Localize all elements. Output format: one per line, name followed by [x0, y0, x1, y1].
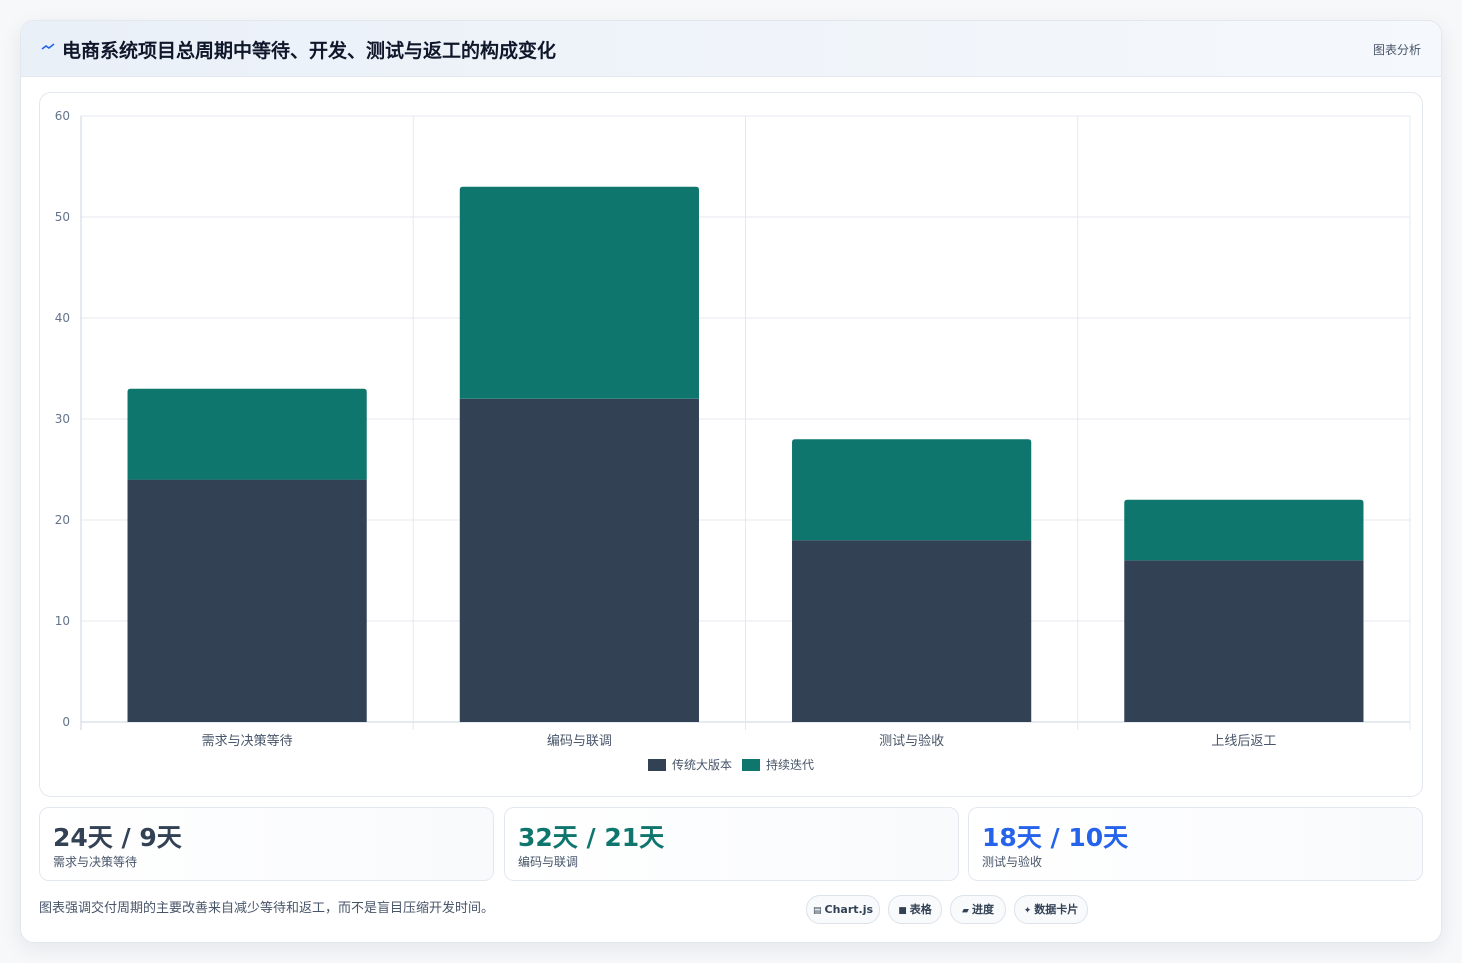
stat-card-waiting: 24天 / 9天 需求与决策等待: [39, 807, 494, 881]
chip-label: 数据卡片: [1034, 903, 1079, 916]
card-header: 电商系统项目总周期中等待、开发、测试与返工的构成变化 图表分析: [21, 21, 1441, 77]
bar-iterative: [1124, 499, 1364, 561]
bar-traditional: [792, 540, 1032, 722]
stat-label: 需求与决策等待: [53, 855, 138, 869]
chart-card: 电商系统项目总周期中等待、开发、测试与返工的构成变化 图表分析 0 10 20 30 4…: [20, 20, 1442, 943]
chip-chartjs[interactable]: ▤ Chart.js: [806, 895, 880, 924]
y-tick-label: 20: [55, 513, 70, 527]
y-tick-label: 50: [55, 210, 70, 224]
legend-swatch: [648, 759, 666, 771]
x-tick-label: 上线后返工: [1211, 734, 1276, 749]
y-tick-label: 40: [55, 311, 70, 325]
legend-label: 持续迭代: [766, 757, 814, 772]
chip-label: Chart.js: [824, 903, 874, 916]
y-tick-label: 30: [55, 412, 70, 426]
stat-card-coding: 32天 / 21天 编码与联调: [504, 807, 959, 881]
x-tick-label: 需求与决策等待: [202, 733, 293, 749]
bar-iterative: [127, 388, 367, 480]
stat-value: 18天 / 10天: [982, 823, 1129, 852]
legend-swatch: [742, 759, 760, 771]
stat-card-testing: 18天 / 10天 测试与验收: [968, 807, 1423, 881]
stat-value: 32天 / 21天: [518, 823, 665, 852]
chip-label: 表格: [909, 903, 932, 916]
sparkle-icon: ✦: [1023, 906, 1032, 916]
chip-label: 进度: [971, 903, 994, 916]
y-tick-label: 10: [55, 614, 70, 628]
stat-value: 24天 / 9天: [53, 823, 182, 852]
bar-chart: 0 10 20 30 40 50 60 需求与决策等待 编码与联调 测试与验收 上线后返工传统大版本…: [55, 109, 1411, 772]
table-icon: ■: [898, 906, 907, 916]
chart-icon: ▤: [812, 906, 822, 916]
y-tick-label: 0: [62, 715, 70, 729]
bar-iterative: [792, 439, 1032, 541]
legend-label: 传统大版本: [672, 757, 732, 772]
stat-label: 测试与验收: [982, 855, 1043, 869]
bar-traditional: [459, 398, 699, 722]
progress-icon: ▰: [962, 906, 969, 916]
chip-progress[interactable]: ▰ 进度: [950, 895, 1006, 924]
chip-data-card[interactable]: ✦ 数据卡片: [1014, 895, 1088, 924]
x-tick-label: 编码与联调: [547, 734, 612, 749]
x-tick-label: 测试与验收: [879, 733, 944, 749]
chart-line-icon: [41, 40, 55, 54]
stat-label: 编码与联调: [518, 855, 579, 869]
bar-traditional: [1124, 560, 1364, 722]
y-tick-label: 60: [55, 109, 70, 123]
bar-iterative: [459, 186, 699, 399]
chart-analysis-label[interactable]: 图表分析: [1372, 43, 1421, 57]
bar-traditional: [127, 479, 367, 722]
chip-table[interactable]: ■ 表格: [888, 895, 942, 924]
page-title: 电商系统项目总周期中等待、开发、测试与返工的构成变化: [62, 40, 557, 62]
footer-note: 图表强调交付周期的主要改善来自减少等待和返工，而不是盲目压缩开发时间。: [39, 901, 495, 916]
chart-area: 0 10 20 30 40 50 60 需求与决策等待 编码与联调 测试与验收 上线后返工传统大版本…: [39, 92, 1423, 797]
